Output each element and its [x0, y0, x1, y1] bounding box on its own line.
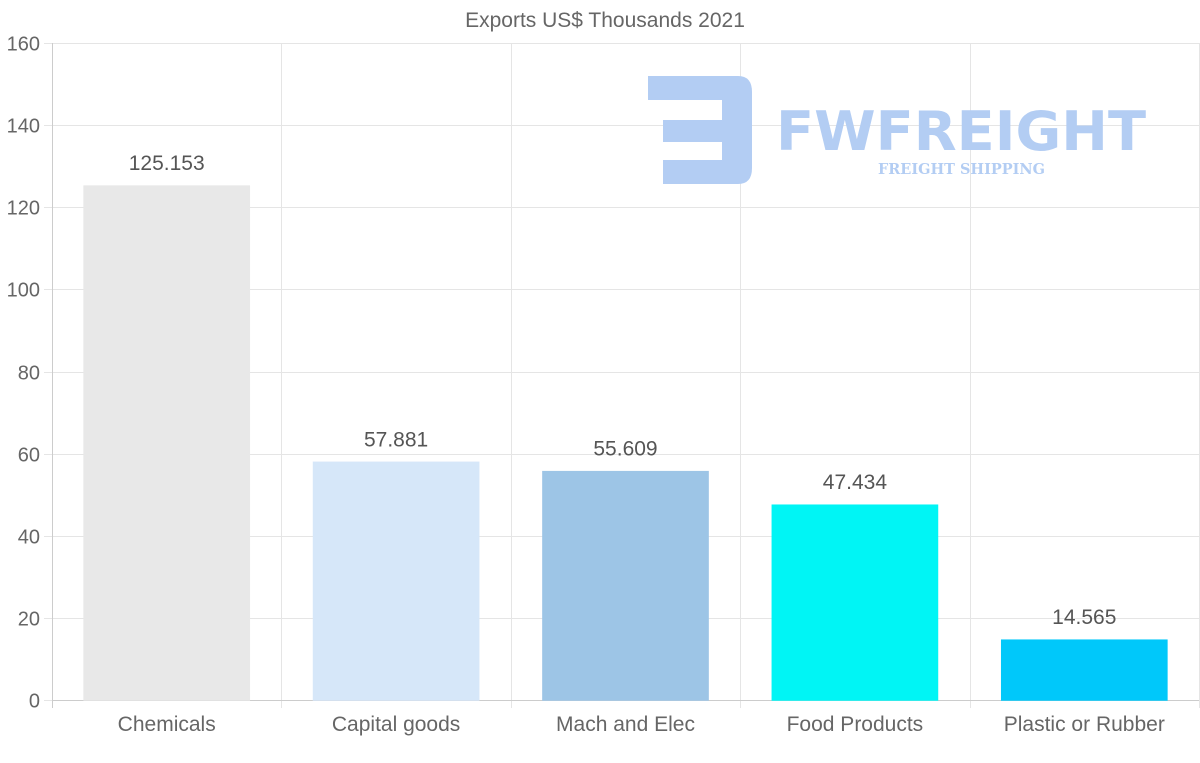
chart-title: Exports US$ Thousands 2021: [465, 9, 745, 32]
data-label: 14.565: [1052, 606, 1116, 629]
bar-mach-and-elec[interactable]: [542, 470, 709, 701]
watermark-brand: FWFREIGHT: [776, 100, 1146, 163]
bar-plastic-or-rubber[interactable]: [1000, 639, 1168, 701]
y-tick-label: 20: [18, 609, 40, 631]
fwfreight-watermark: FWFREIGHT FREIGHT SHIPPING: [648, 76, 1146, 184]
watermark-tagline: FREIGHT SHIPPING: [878, 160, 1045, 178]
data-labels: 125.153 57.881 55.609 47.434 14.565: [129, 152, 1117, 629]
y-tick-label: 160: [7, 34, 40, 56]
x-category-label: Plastic or Rubber: [1004, 713, 1165, 736]
y-tick-label: 60: [18, 445, 40, 467]
y-tick-label: 40: [18, 527, 40, 549]
y-tick-label: 120: [7, 198, 40, 220]
bar-chemicals[interactable]: [83, 185, 251, 701]
data-label: 47.434: [823, 471, 888, 494]
y-tick-label: 140: [7, 116, 40, 138]
x-axis-categories: Chemicals Capital goods Mach and Elec Food …: [118, 713, 1165, 736]
bar-capital-goods[interactable]: [312, 461, 480, 701]
y-tick-label: 100: [7, 280, 40, 302]
x-category-label: Mach and Elec: [556, 713, 695, 736]
data-label: 55.609: [593, 438, 657, 461]
x-category-label: Capital goods: [332, 713, 460, 736]
fwfreight-logo-icon: [648, 76, 752, 184]
y-tick-label: 0: [29, 691, 40, 713]
y-tick-label: 80: [18, 363, 40, 385]
x-category-label: Chemicals: [118, 713, 216, 736]
data-label: 125.153: [129, 152, 205, 175]
bars: [83, 185, 1168, 701]
y-axis-ticks: 0 20 40 60 80 100 120 140 160: [7, 34, 40, 713]
x-category-label: Food Products: [787, 713, 924, 736]
data-label: 57.881: [364, 428, 428, 451]
bar-food-products[interactable]: [771, 504, 939, 701]
